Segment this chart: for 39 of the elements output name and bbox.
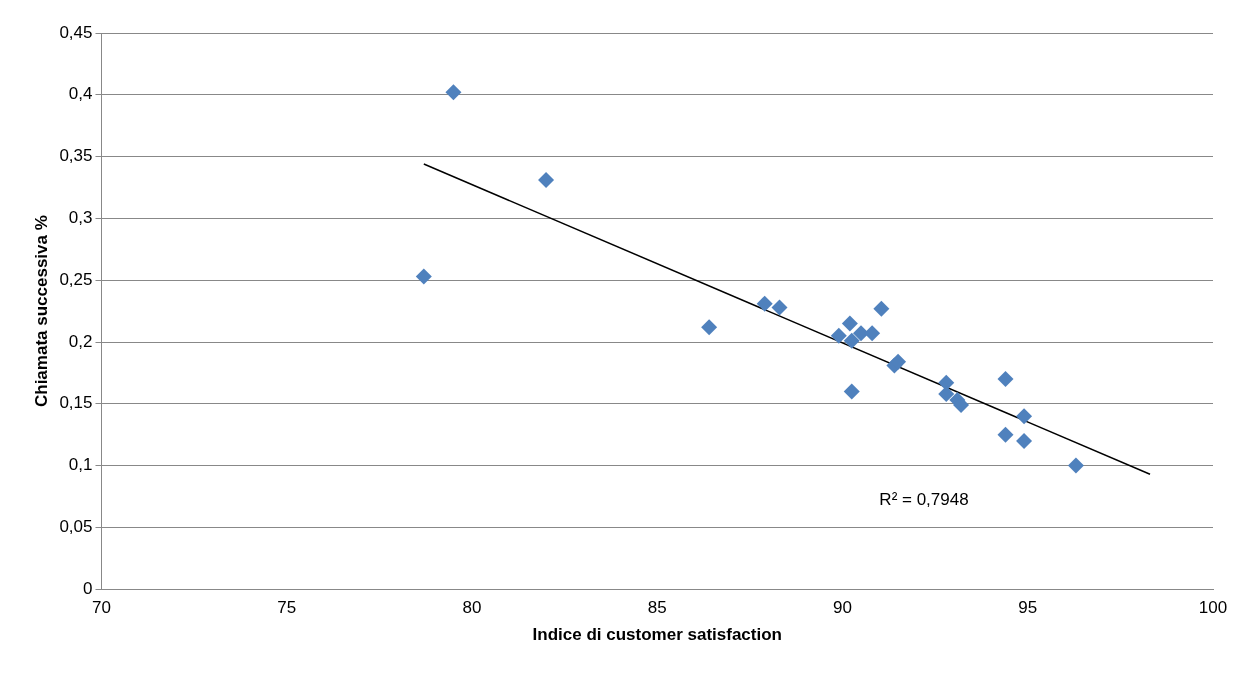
x-tick-label: 95 [1018, 598, 1038, 618]
point [1016, 408, 1033, 425]
y-tick-label: 0,05 [59, 517, 93, 537]
point [997, 371, 1014, 388]
point [830, 327, 847, 344]
point [938, 374, 955, 391]
y-tick-label: 0,2 [68, 331, 93, 351]
point [843, 332, 860, 349]
x-tick-label: 75 [277, 598, 297, 618]
x-tick-label: 90 [833, 598, 852, 618]
point [771, 299, 788, 316]
y-tick-label: 0,3 [68, 208, 93, 228]
point [890, 353, 907, 370]
y-tick-label: 0,4 [68, 84, 93, 104]
x-axis-title: Indice di customer satisfaction [532, 625, 782, 645]
y-axis-title: Chiamata successiva % [31, 215, 51, 408]
y-tick-label: 0,45 [59, 22, 93, 42]
y-tick-label: 0,15 [59, 393, 93, 413]
annotation: R² = 0,7948 [879, 489, 969, 509]
point [841, 315, 858, 332]
y-tick-label: 0,35 [59, 146, 93, 166]
y-tick-label: 0,1 [68, 455, 93, 475]
point [1067, 457, 1084, 474]
x-tick-label: 100 [1198, 598, 1228, 618]
y-tick-label: 0,25 [59, 269, 93, 289]
y-tick-label: 0 [83, 578, 93, 598]
point [415, 268, 432, 285]
point [864, 325, 881, 342]
x-tick-label: 85 [647, 598, 667, 618]
point [445, 84, 462, 101]
point [756, 295, 773, 312]
point [997, 426, 1014, 443]
x-tick-label: 80 [462, 598, 482, 618]
point [701, 319, 718, 336]
point [873, 300, 890, 317]
x-tick-label: 70 [92, 598, 111, 618]
point [843, 383, 860, 400]
point [538, 172, 555, 189]
point [1016, 432, 1033, 449]
